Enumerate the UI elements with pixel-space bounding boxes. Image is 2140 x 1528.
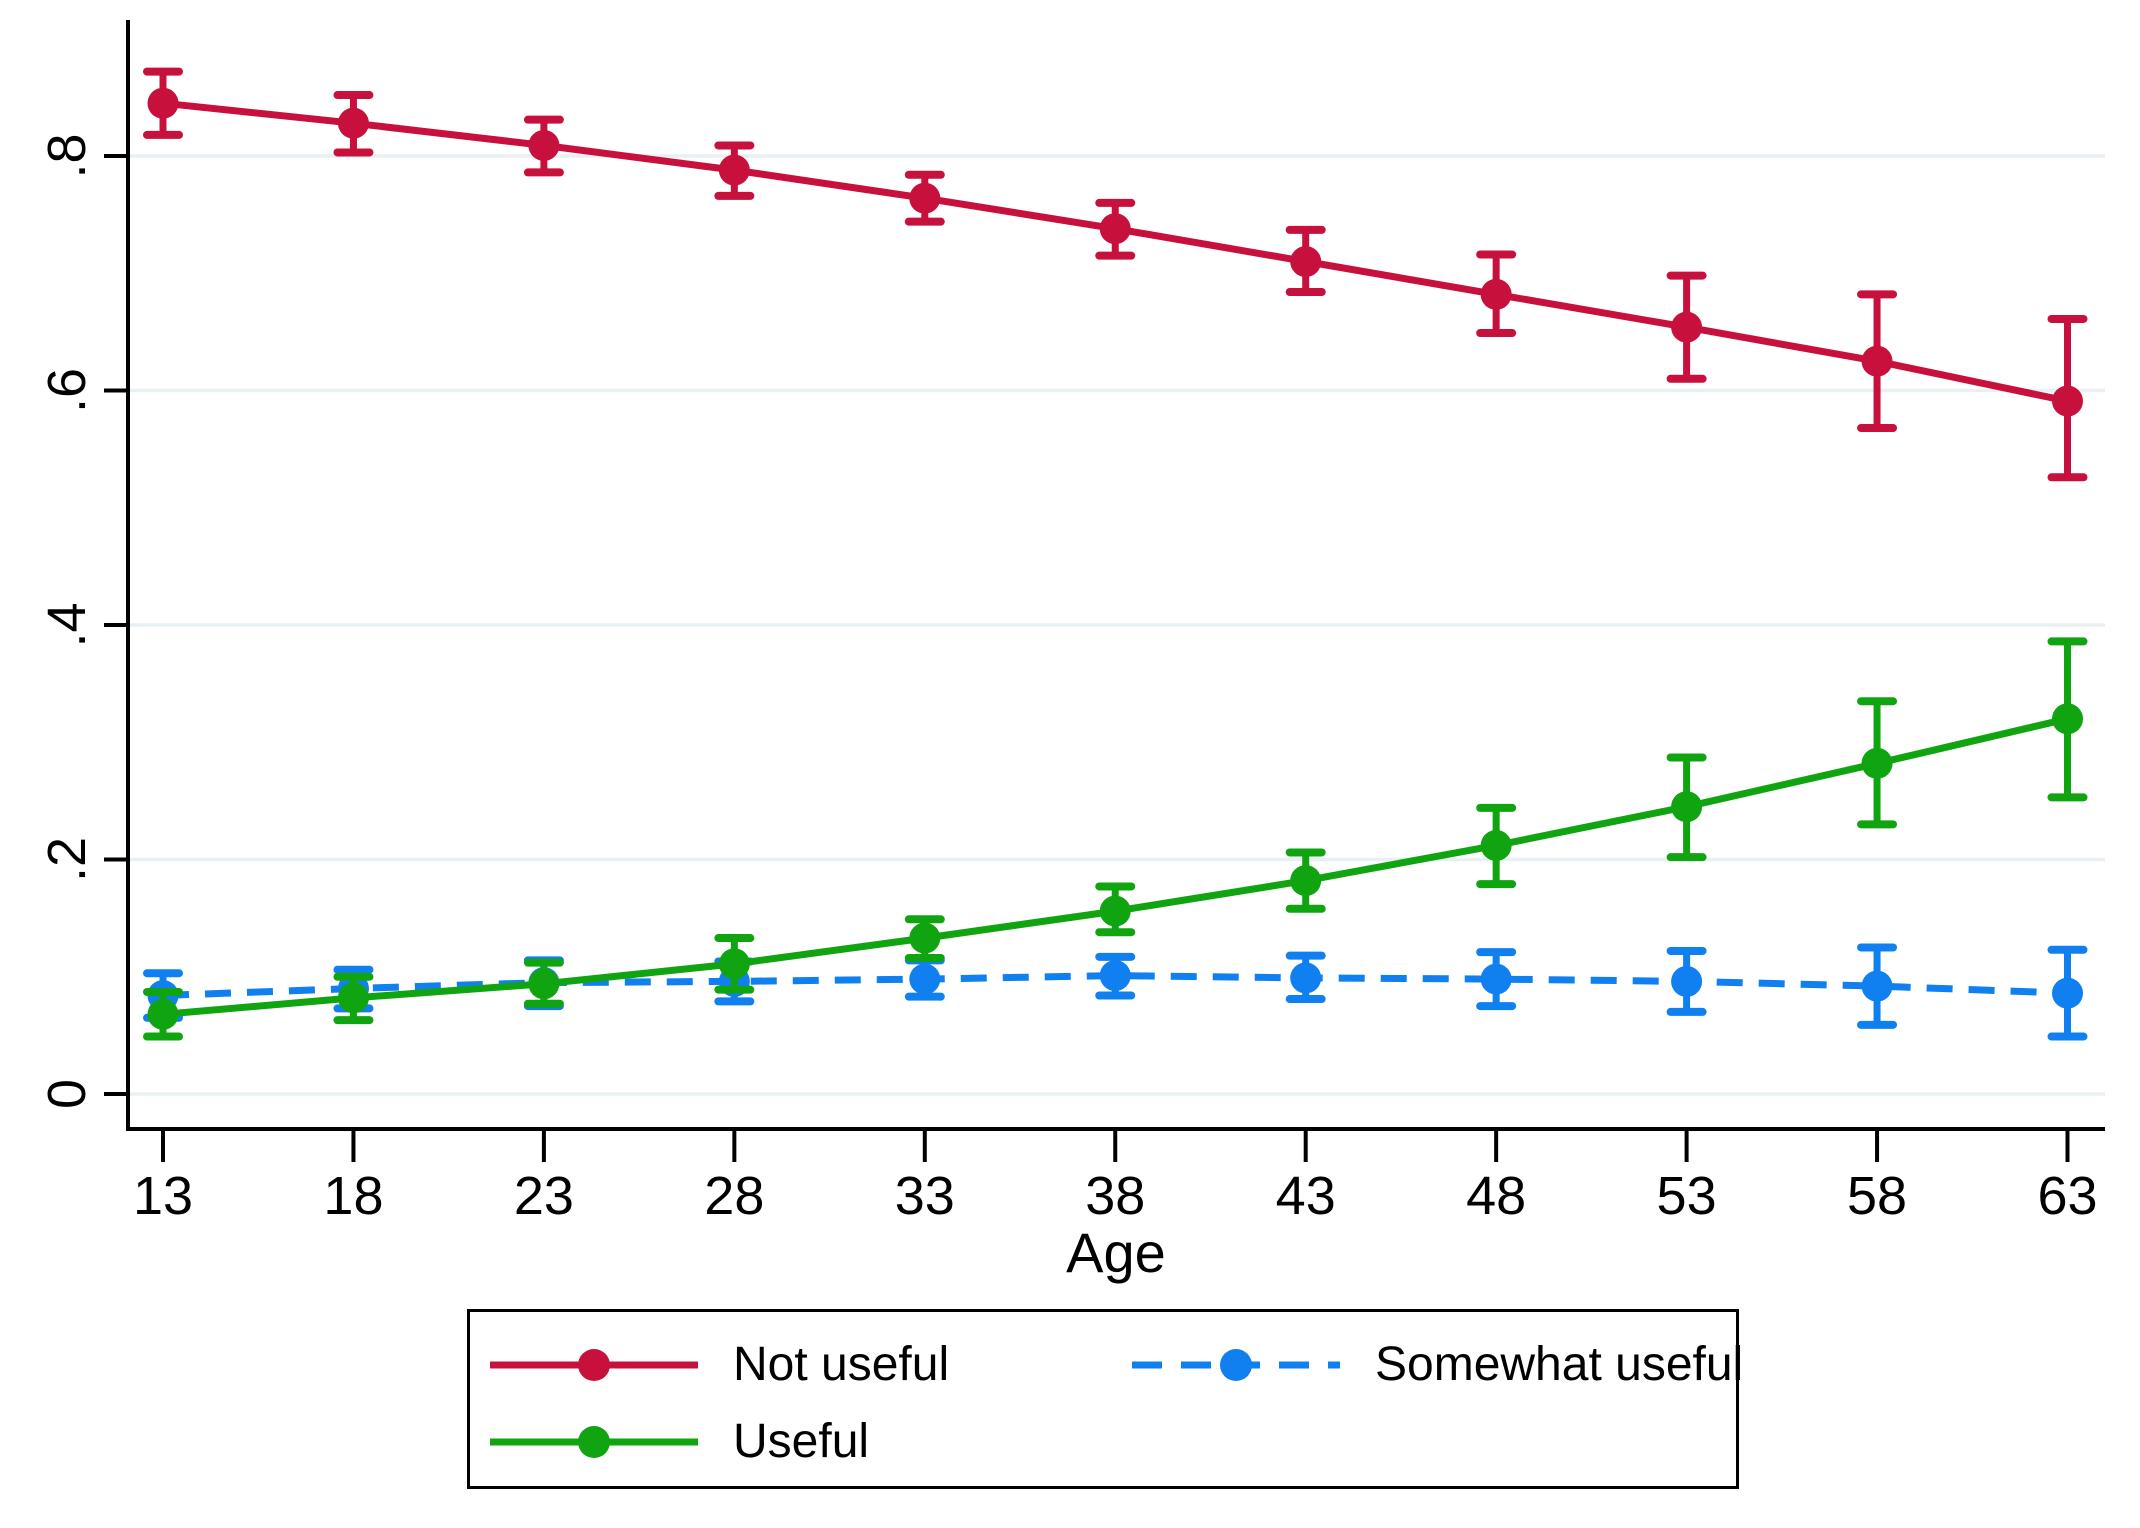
marker-somewhat-useful — [2052, 977, 2083, 1009]
marker-somewhat-useful — [909, 963, 941, 995]
y-tick-label: .6 — [37, 368, 97, 413]
x-tick-label: 43 — [1276, 1166, 1336, 1226]
y-tick-label: .8 — [37, 133, 97, 178]
marker-not-useful — [1290, 246, 1322, 278]
marker-not-useful — [528, 129, 560, 161]
marker-not-useful — [337, 107, 369, 139]
marker-somewhat-useful — [1671, 965, 1703, 997]
marker-somewhat-useful — [1861, 970, 1893, 1002]
marker-useful — [1671, 791, 1703, 823]
legend-box: Not useful Somewhat useful Useful — [467, 1309, 1743, 1489]
axes — [126, 20, 2105, 1131]
legend-swatch-somewhat-useful — [1132, 1349, 1340, 1381]
legend-entry-somewhat-useful: Somewhat useful — [1130, 1334, 1743, 1396]
series-group — [143, 67, 2088, 1041]
legend-marker-circle — [578, 1426, 610, 1458]
x-tick-label: 58 — [1847, 1166, 1907, 1226]
marker-not-useful — [147, 87, 179, 119]
series-not-useful — [143, 67, 2088, 482]
y-tick-label: .2 — [37, 837, 97, 882]
marker-somewhat-useful — [1099, 960, 1131, 992]
legend-swatch-not-useful — [490, 1349, 698, 1381]
legend-label-somewhat-useful: Somewhat useful — [1375, 1338, 1744, 1391]
marker-useful — [147, 998, 179, 1030]
marker-somewhat-useful — [1480, 963, 1512, 995]
marker-useful — [1480, 829, 1512, 861]
gridlines — [130, 154, 2105, 1096]
marker-useful — [1861, 747, 1893, 779]
marker-not-useful — [2052, 385, 2083, 417]
x-axis-ticks: 13 18 23 28 33 38 43 48 53 58 63 — [133, 1131, 2098, 1226]
series-useful — [143, 637, 2088, 1041]
marker-useful — [909, 922, 941, 954]
marker-not-useful — [1861, 345, 1893, 377]
legend-marker-circle — [1220, 1349, 1252, 1381]
marker-useful — [528, 968, 560, 1000]
marker-not-useful — [1099, 213, 1131, 245]
marker-useful — [337, 982, 369, 1014]
marker-useful — [718, 948, 750, 980]
marker-useful — [1099, 895, 1131, 927]
marker-useful — [2052, 703, 2083, 735]
y-tick-label: 0 — [37, 1079, 97, 1109]
y-axis-ticks: 0 .2 .4 .6 .8 — [37, 133, 126, 1109]
marker-not-useful — [909, 182, 941, 214]
x-tick-label: 18 — [323, 1166, 383, 1226]
x-tick-label: 13 — [133, 1166, 193, 1226]
marker-not-useful — [1480, 278, 1512, 310]
y-tick-label: .4 — [37, 602, 97, 647]
legend-entry-useful: Useful — [488, 1411, 869, 1473]
x-tick-label: 53 — [1657, 1166, 1717, 1226]
x-tick-label: 33 — [895, 1166, 955, 1226]
x-tick-label: 38 — [1085, 1166, 1145, 1226]
marker-somewhat-useful — [1290, 962, 1322, 994]
x-axis-title: Age — [1066, 1221, 1166, 1284]
legend-label-not-useful: Not useful — [733, 1338, 950, 1391]
x-tick-label: 63 — [2037, 1166, 2097, 1226]
marker-not-useful — [1671, 311, 1703, 343]
x-tick-label: 23 — [514, 1166, 574, 1226]
legend-marker-circle — [578, 1349, 610, 1381]
x-tick-label: 48 — [1466, 1166, 1526, 1226]
legend-label-useful: Useful — [733, 1415, 870, 1468]
marker-useful — [1290, 865, 1322, 897]
series-line-somewhat-useful — [162, 972, 2068, 999]
legend-swatch-useful — [490, 1426, 698, 1458]
x-tick-label: 28 — [704, 1166, 764, 1226]
legend-entry-not-useful: Not useful — [488, 1334, 949, 1396]
marker-not-useful — [718, 154, 750, 186]
